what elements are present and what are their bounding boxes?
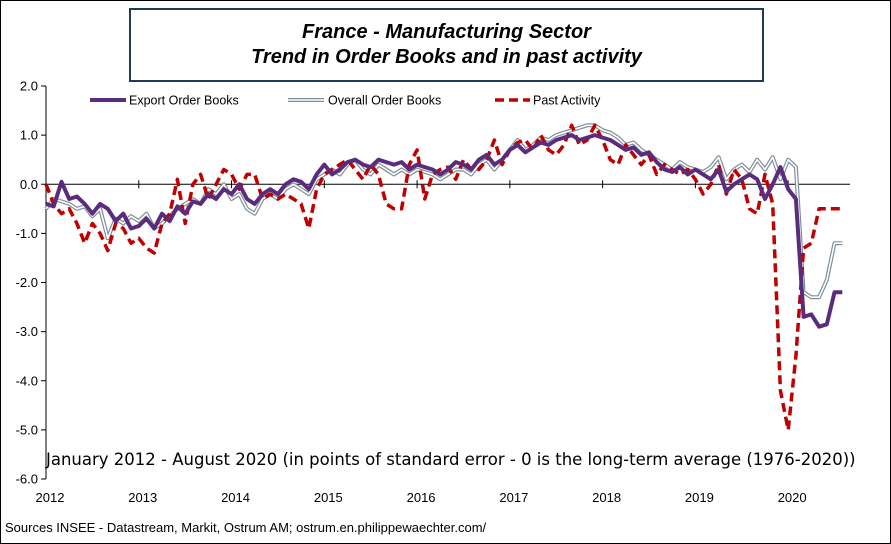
y-tick-label: -3.0 bbox=[16, 324, 38, 339]
series-line-overall-order-books-inner bbox=[45, 124, 843, 299]
chart-note: January 2012 - August 2020 (in points of… bbox=[45, 450, 856, 469]
series-line-overall-order-books-outer bbox=[44, 123, 843, 300]
x-tick-label: 2012 bbox=[36, 490, 65, 505]
y-tick-label: -2.0 bbox=[16, 275, 38, 290]
legend-label-export-order-books: Export Order Books bbox=[129, 94, 239, 108]
series-layer bbox=[44, 123, 843, 432]
chart-title-line-2: Trend in Order Books and in past activit… bbox=[251, 46, 642, 68]
y-tick-label: 0.0 bbox=[20, 177, 38, 192]
legend-label-overall-order-books: Overall Order Books bbox=[328, 94, 441, 108]
x-tick-label: 2014 bbox=[221, 490, 250, 505]
y-tick-label: -5.0 bbox=[16, 422, 38, 437]
x-tick-label: 2019 bbox=[685, 490, 714, 505]
y-tick-label: -4.0 bbox=[16, 373, 38, 388]
x-tick-label: 2013 bbox=[128, 490, 157, 505]
series-line-export-order-books bbox=[45, 133, 843, 329]
source-text: Sources INSEE - Datastream, Markit, Ostr… bbox=[5, 520, 487, 535]
y-tick-label: 2.0 bbox=[20, 79, 38, 94]
legend: Export Order Books Overall Order Books Pas… bbox=[90, 94, 601, 108]
axes: 2.0 1.0 0.0 -1.0 -2.0 -3.0 -4.0 -5.0 -6.0 2012 201… bbox=[16, 79, 850, 505]
legend-label-past-activity: Past Activity bbox=[533, 94, 601, 108]
x-tick-label: 2020 bbox=[778, 490, 807, 505]
chart-title-line-1: France - Manufacturing Sector bbox=[302, 21, 591, 43]
y-tick-label: -6.0 bbox=[16, 472, 38, 487]
y-tick-label: -1.0 bbox=[16, 226, 38, 241]
x-tick-label: 2015 bbox=[314, 490, 343, 505]
x-tick-label: 2017 bbox=[499, 490, 528, 505]
y-tick-label: 1.0 bbox=[20, 128, 38, 143]
series-line-past-activity bbox=[44, 123, 843, 432]
x-tick-label: 2018 bbox=[592, 490, 621, 505]
x-tick-label: 2016 bbox=[407, 490, 436, 505]
chart-title-box: France - Manufacturing Sector Trend in O… bbox=[129, 8, 764, 82]
